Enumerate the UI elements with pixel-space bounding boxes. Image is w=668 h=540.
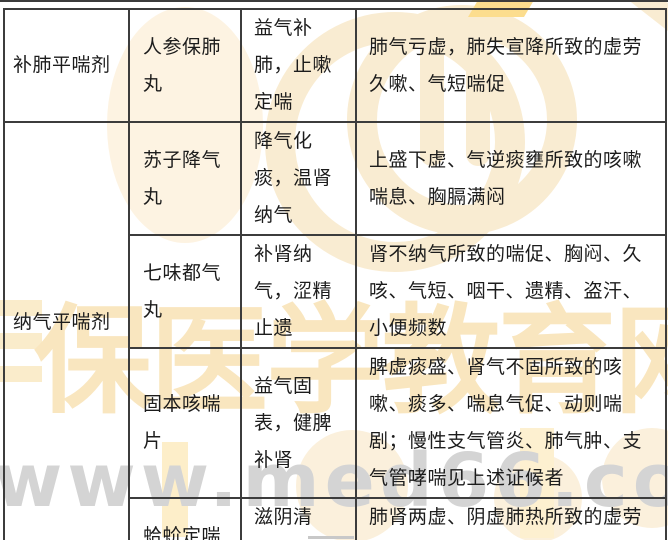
indications-cell: 肺肾两虚、阴虚肺热所致的虚劳久咳、年老哮喘、气短烦热、胸满郁闷、自汗盗汗 xyxy=(355,497,667,540)
table-row: 固本咳喘片 益气固表，健脾补肾 脾虚痰盛、肾气不固所致的咳嗽、痰多、喘息气促、动… xyxy=(4,347,667,499)
cut-table-line-bottom xyxy=(308,536,354,539)
asthma-formula-table: 补肺平喘剂 人参保肺丸 益气补肺，止嗽定喘 肺气亏虚，肺失宣降所致的虚劳久嗽、气… xyxy=(3,8,667,540)
medicine-name-cell: 固本咳喘片 xyxy=(128,347,242,499)
indications-cell: 肾不纳气所致的喘促、胸闷、久咳、气短、咽干、遗精、盗汗、小便频数 xyxy=(355,234,667,349)
category-label: 纳气平喘剂 xyxy=(13,312,111,333)
functions-cell: 降气化痰，温肾纳气 xyxy=(240,121,357,236)
table-row: 补肺平喘剂 人参保肺丸 益气补肺，止嗽定喘 肺气亏虚，肺失宣降所致的虚劳久嗽、气… xyxy=(3,8,667,123)
functions-cell: 益气固表，健脾补肾 xyxy=(240,347,357,499)
table-row: 七味都气丸 补肾纳气，涩精止遗 肾不纳气所致的喘促、胸闷、久咳、气短、咽干、遗精… xyxy=(4,234,667,349)
indications-cell: 上盛下虚、气逆痰壅所致的咳嗽喘息、胸膈满闷 xyxy=(355,121,667,236)
medicine-name-cell: 苏子降气丸 xyxy=(128,121,242,236)
medicine-name-cell: 人参保肺丸 xyxy=(128,8,242,123)
watermark-stripe xyxy=(603,0,668,43)
indications-cell: 脾虚痰盛、肾气不固所致的咳嗽、痰多、喘息气促、动则喘剧；慢性支气管炎、肺气肿、支… xyxy=(355,347,667,499)
category-cell: 补肺平喘剂 xyxy=(3,8,130,123)
category-cell: 纳气平喘剂 xyxy=(3,121,130,540)
functions-cell: 益气补肺，止嗽定喘 xyxy=(240,8,357,123)
functions-cell: 补肾纳气，涩精止遗 xyxy=(240,234,357,349)
medicine-name-cell: 七味都气丸 xyxy=(128,234,242,349)
table-row: 纳气平喘剂 苏子降气丸 降气化痰，温肾纳气 上盛下虚、气逆痰壅所致的咳嗽喘息、胸… xyxy=(3,121,667,540)
indications-cell: 肺气亏虚，肺失宣降所致的虚劳久嗽、气短喘促 xyxy=(355,8,667,123)
cut-table-line-top xyxy=(0,0,668,2)
medicine-name-cell: 蛤蚧定喘丸 xyxy=(128,497,242,540)
